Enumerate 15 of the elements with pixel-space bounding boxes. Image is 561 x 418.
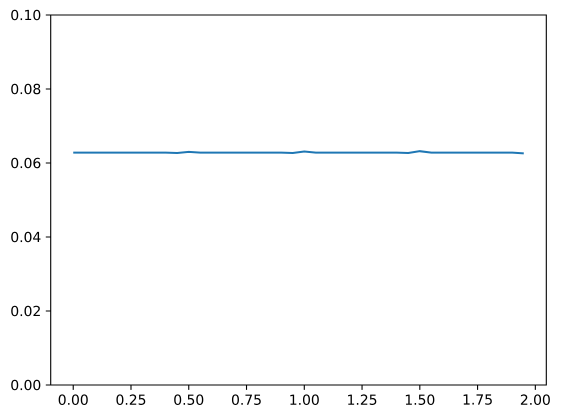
y-tick-label: 0.10 [11, 10, 40, 20]
x-tick-label: 0.00 [58, 394, 88, 405]
x-tick-label: 0.50 [174, 394, 204, 405]
x-tick-label: 2.00 [520, 394, 550, 405]
x-tick-label: 1.00 [290, 394, 319, 405]
y-tick-label: 0.02 [11, 306, 40, 316]
y-tick-label: 0.04 [11, 232, 40, 242]
y-tick-label: 0.00 [11, 380, 40, 390]
x-tick-label: 1.25 [348, 394, 376, 405]
x-tick-label: 0.75 [232, 394, 261, 405]
y-tick-label: 0.06 [11, 158, 40, 168]
x-tick-label: 1.75 [464, 394, 492, 405]
y-tick-label: 0.08 [11, 84, 40, 94]
x-tick-label: 1.50 [406, 394, 434, 405]
x-tick-label: 0.25 [116, 394, 146, 405]
